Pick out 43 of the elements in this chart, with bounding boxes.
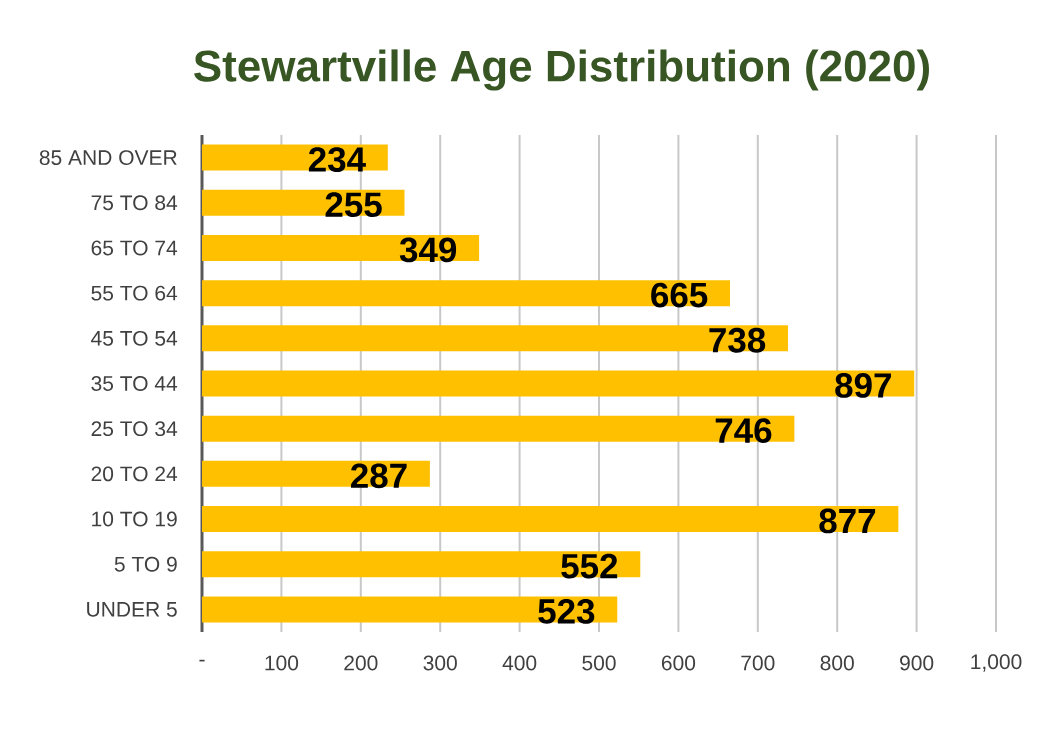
data-label: 523: [538, 598, 595, 624]
x-tick-label: -: [199, 659, 205, 662]
y-tick-label: 35 TO 44: [91, 376, 178, 391]
data-label: 665: [651, 282, 708, 308]
y-tick-label: UNDER 5: [87, 602, 177, 617]
y-tick-label: 5 TO 9: [114, 556, 177, 572]
data-label: 552: [561, 553, 618, 579]
data-label: 255: [325, 192, 382, 218]
y-tick-label: 20 TO 24: [91, 466, 178, 482]
x-tick-label: 800: [820, 655, 854, 671]
data-label: 287: [350, 463, 407, 489]
x-tick-label: 700: [741, 655, 775, 671]
bar: [202, 280, 731, 307]
data-label: 897: [835, 373, 891, 398]
y-tick-label: 75 TO 84: [91, 195, 178, 211]
data-label: 738: [709, 327, 766, 353]
y-tick-label: 85 AND OVER: [39, 150, 177, 166]
y-tick-label: 25 TO 34: [91, 421, 178, 437]
bar: [202, 460, 430, 487]
data-label: 877: [819, 508, 876, 534]
chart-title: Stewartville Age Distribution (2020): [194, 49, 929, 91]
x-tick-label: 600: [661, 655, 696, 671]
y-tick-label: 65 TO 74: [91, 240, 178, 256]
x-tick-label: 1,000: [971, 654, 1022, 672]
y-tick-label: 45 TO 54: [91, 330, 178, 346]
bar: [202, 325, 788, 352]
bar: [202, 234, 480, 261]
data-label: 234: [308, 147, 366, 172]
x-tick-label: 100: [265, 655, 299, 671]
bar: [202, 596, 618, 623]
bar: [202, 551, 641, 578]
x-tick-label: 300: [423, 655, 457, 671]
bar: [202, 506, 899, 533]
bar: [202, 415, 795, 442]
x-tick-label: 400: [502, 655, 537, 671]
y-tick-label: 55 TO 64: [91, 285, 178, 301]
y-tick-label: 10 TO 19: [92, 511, 177, 527]
x-tick-label: 900: [900, 655, 934, 671]
x-tick-label: 500: [582, 655, 616, 671]
x-tick-label: 200: [344, 655, 378, 671]
data-label: 746: [715, 418, 772, 444]
bar: [202, 370, 915, 397]
data-label: 349: [399, 237, 457, 263]
